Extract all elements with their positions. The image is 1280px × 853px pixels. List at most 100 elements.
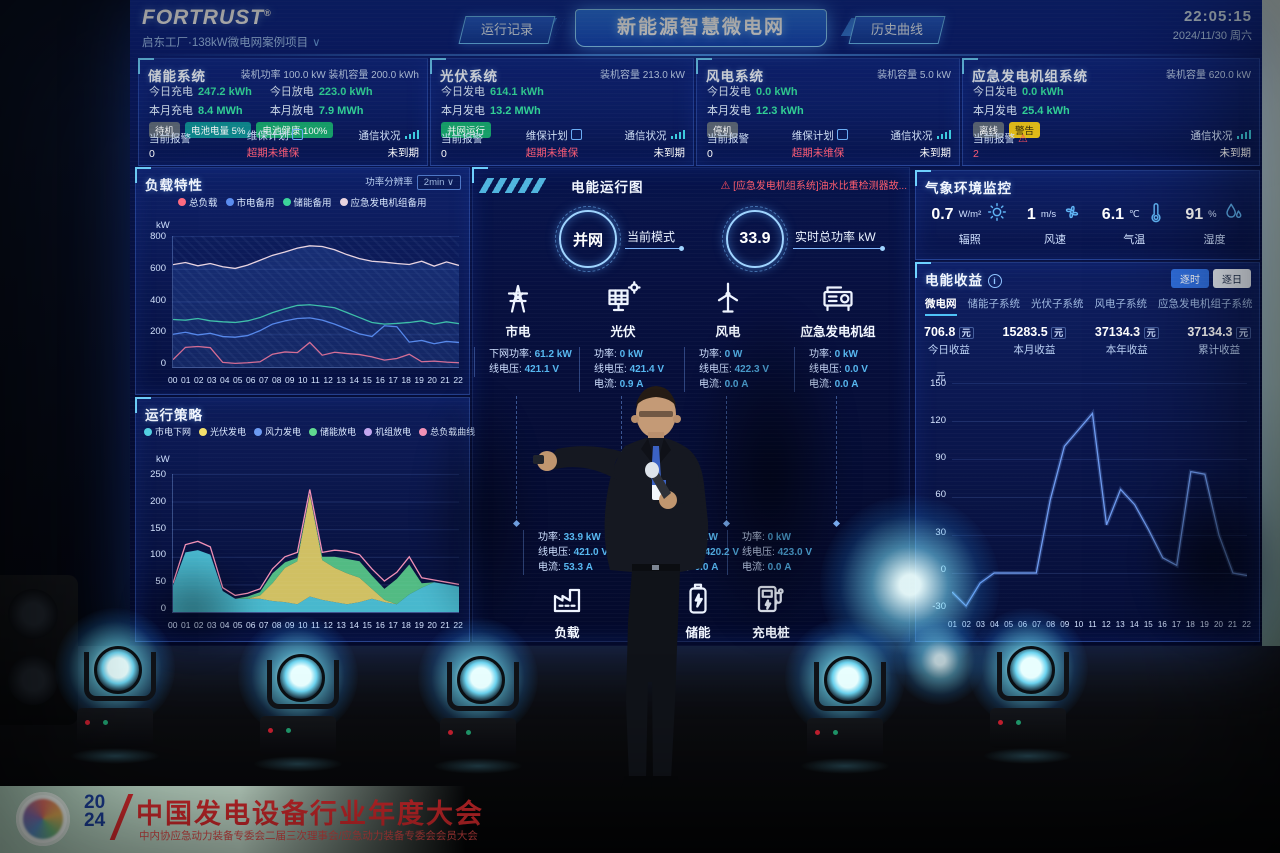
node-stat-row: 功率: 0 kW	[594, 349, 643, 360]
x-tick: 21	[440, 375, 450, 385]
legend-item[interactable]: 总负载曲线	[419, 425, 475, 438]
hourly-toggle-button[interactable]: 逐时	[1171, 269, 1209, 288]
mode-label: 当前模式	[625, 228, 685, 251]
panel-title: 储能系统	[148, 69, 206, 84]
x-tick: 06	[246, 620, 255, 630]
presenter	[533, 386, 709, 789]
hazard-stripes-decor	[478, 178, 552, 193]
y-tick: 800	[150, 231, 166, 242]
income-tab[interactable]: 应急发电机组子系统	[1158, 298, 1253, 310]
solar-panel-icon	[569, 280, 677, 320]
x-tick: 17	[388, 375, 398, 385]
stat-row: 本月发电 12.3 kWh	[707, 105, 804, 117]
income-tab[interactable]: 储能子系统	[967, 298, 1021, 310]
stat-row: 今日放电 223.0 kWh	[269, 86, 373, 98]
legend-item[interactable]: 光伏发电	[199, 425, 246, 438]
y-tick: 600	[150, 262, 166, 274]
x-tick: 07	[259, 375, 269, 385]
panel-title: 电能运行图	[571, 180, 644, 195]
screen-shadow	[1140, 470, 1280, 650]
x-tick: 15	[1143, 620, 1153, 629]
node-name: 负载	[554, 626, 580, 640]
load-chart-plot	[172, 236, 459, 368]
flow-node: 光伏 功率: 0 kW 线电压: 421.4 V 电流: 0.9 A	[569, 280, 677, 392]
income-period-toggle: 逐时 逐日	[1171, 269, 1251, 288]
capacity-label: 装机容量 213.0 kW	[599, 70, 685, 81]
humidity-icon	[1222, 201, 1244, 228]
legend-item[interactable]: 应急发电机组备用	[339, 195, 427, 209]
legend-item[interactable]: 储能备用	[282, 195, 332, 209]
x-tick: 15	[362, 620, 372, 630]
maintenance-icon[interactable]	[836, 129, 848, 140]
banner-slash-decor	[109, 794, 134, 840]
load-chart-legend: 总负载 市电备用 储能备用 应急发电机组备用	[178, 195, 435, 209]
legend-item[interactable]: 储能放电	[309, 425, 356, 438]
dashboard-title: 新能源智慧微电网	[575, 9, 827, 47]
x-tick: 19	[414, 375, 424, 385]
legend-item[interactable]: 市电下网	[144, 425, 191, 438]
project-selector[interactable]: 启东工厂·138kW微电网案例项目 ∨	[142, 37, 321, 49]
signal-bars-icon	[1236, 130, 1251, 139]
header-divider	[130, 54, 1262, 56]
x-tick: 04	[220, 375, 230, 385]
income-tab[interactable]: 风电子系统	[1094, 298, 1148, 310]
node-stat-row: 线电压: 421.0 V	[538, 547, 609, 558]
fan-icon	[1061, 201, 1083, 228]
x-tick: 14	[349, 620, 359, 630]
status-badge: 警告	[1009, 122, 1041, 138]
info-icon[interactable]: i	[988, 274, 1002, 288]
thermometer-icon	[1145, 201, 1167, 228]
y-axis-unit: kW	[156, 220, 170, 231]
y-tick: 50	[138, 576, 166, 587]
x-tick: 13	[336, 375, 346, 385]
panel-title: 风电系统	[706, 69, 764, 84]
panel-footer: 当前报警 ⚠ 2 通信状况 未到期	[973, 130, 1251, 160]
panel-genset-system: 应急发电机组系统 装机容量 620.0 kW 今日发电 0.0 kWh 本月发电 25…	[962, 58, 1260, 166]
legend-item[interactable]: 风力发电	[254, 425, 301, 438]
x-tick: 12	[1101, 620, 1111, 629]
daily-toggle-button[interactable]: 逐日	[1213, 269, 1251, 288]
resolution-select[interactable]: 2min ∨	[416, 175, 461, 190]
x-tick: 14	[1129, 620, 1139, 629]
status-badge: 离线	[973, 122, 1005, 138]
y-tick: 60	[935, 489, 946, 501]
x-tick: 03	[207, 620, 216, 630]
alarm-ticker[interactable]: ⚠ [应急发电机组系统]油水比重检测器故...	[720, 180, 907, 192]
history-curve-button[interactable]: 历史曲线	[848, 16, 946, 44]
run-log-button[interactable]: 运行记录	[458, 16, 556, 44]
x-tick: 03	[207, 375, 217, 385]
stage-wall-left	[0, 0, 130, 646]
legend-item[interactable]: 市电备用	[225, 195, 275, 209]
maintenance-icon[interactable]	[570, 129, 582, 140]
legend-item[interactable]: 总负载	[178, 195, 218, 209]
flow-node: 功率: 33.9 kW 线电压: 421.0 V 电流: 53.3 A 负载	[513, 530, 621, 641]
x-tick: 12	[323, 375, 333, 385]
panel-weather-monitor: 气象环境监控 0.7 W/m² 辐照 1 m/s 风速 6.1 ℃ 气温 91% 湿度	[915, 170, 1260, 260]
x-tick: 21	[440, 620, 449, 630]
income-tab[interactable]: 光伏子系统	[1031, 298, 1084, 310]
flow-node: 市电 下网功率: 61.2 kW 线电压: 421.1 V	[464, 280, 572, 377]
panel-title: 光伏系统	[440, 69, 498, 84]
brand-block: FORTRUST® 启东工厂·138kW微电网案例项目 ∨	[142, 6, 321, 50]
maintenance-icon[interactable]	[291, 129, 303, 140]
panel-title: 运行策略	[145, 408, 203, 423]
y-tick: 200	[150, 495, 166, 507]
date-label: 2024/11/30 周六	[1172, 30, 1252, 42]
x-tick: 15	[362, 375, 372, 385]
battery-icon	[644, 581, 752, 621]
x-tick: 02	[194, 620, 203, 630]
legend-item[interactable]: 机组放电	[364, 425, 411, 438]
income-stat: 706.8 元今日收益	[924, 325, 974, 357]
stat-row: 本月充电 8.4 MWh	[149, 105, 243, 117]
income-tab[interactable]: 微电网	[925, 296, 957, 316]
wind-turbine-icon	[674, 280, 782, 320]
conference-logo	[16, 792, 70, 846]
y-tick: 90	[935, 452, 946, 464]
x-tick: 16	[375, 375, 385, 385]
stage-wall-right	[1262, 0, 1280, 853]
conference-banner: 20 24 中国发电设备行业年度大会 中内协应急动力装备专委会二届三次理事会/应急…	[0, 786, 482, 853]
signal-bars-icon	[670, 130, 685, 139]
panel-wind-system: 风电系统 装机容量 5.0 kW 今日发电 0.0 kWh 本月发电 12.3 kWh…	[696, 58, 960, 166]
presenter-glasses	[639, 411, 673, 417]
